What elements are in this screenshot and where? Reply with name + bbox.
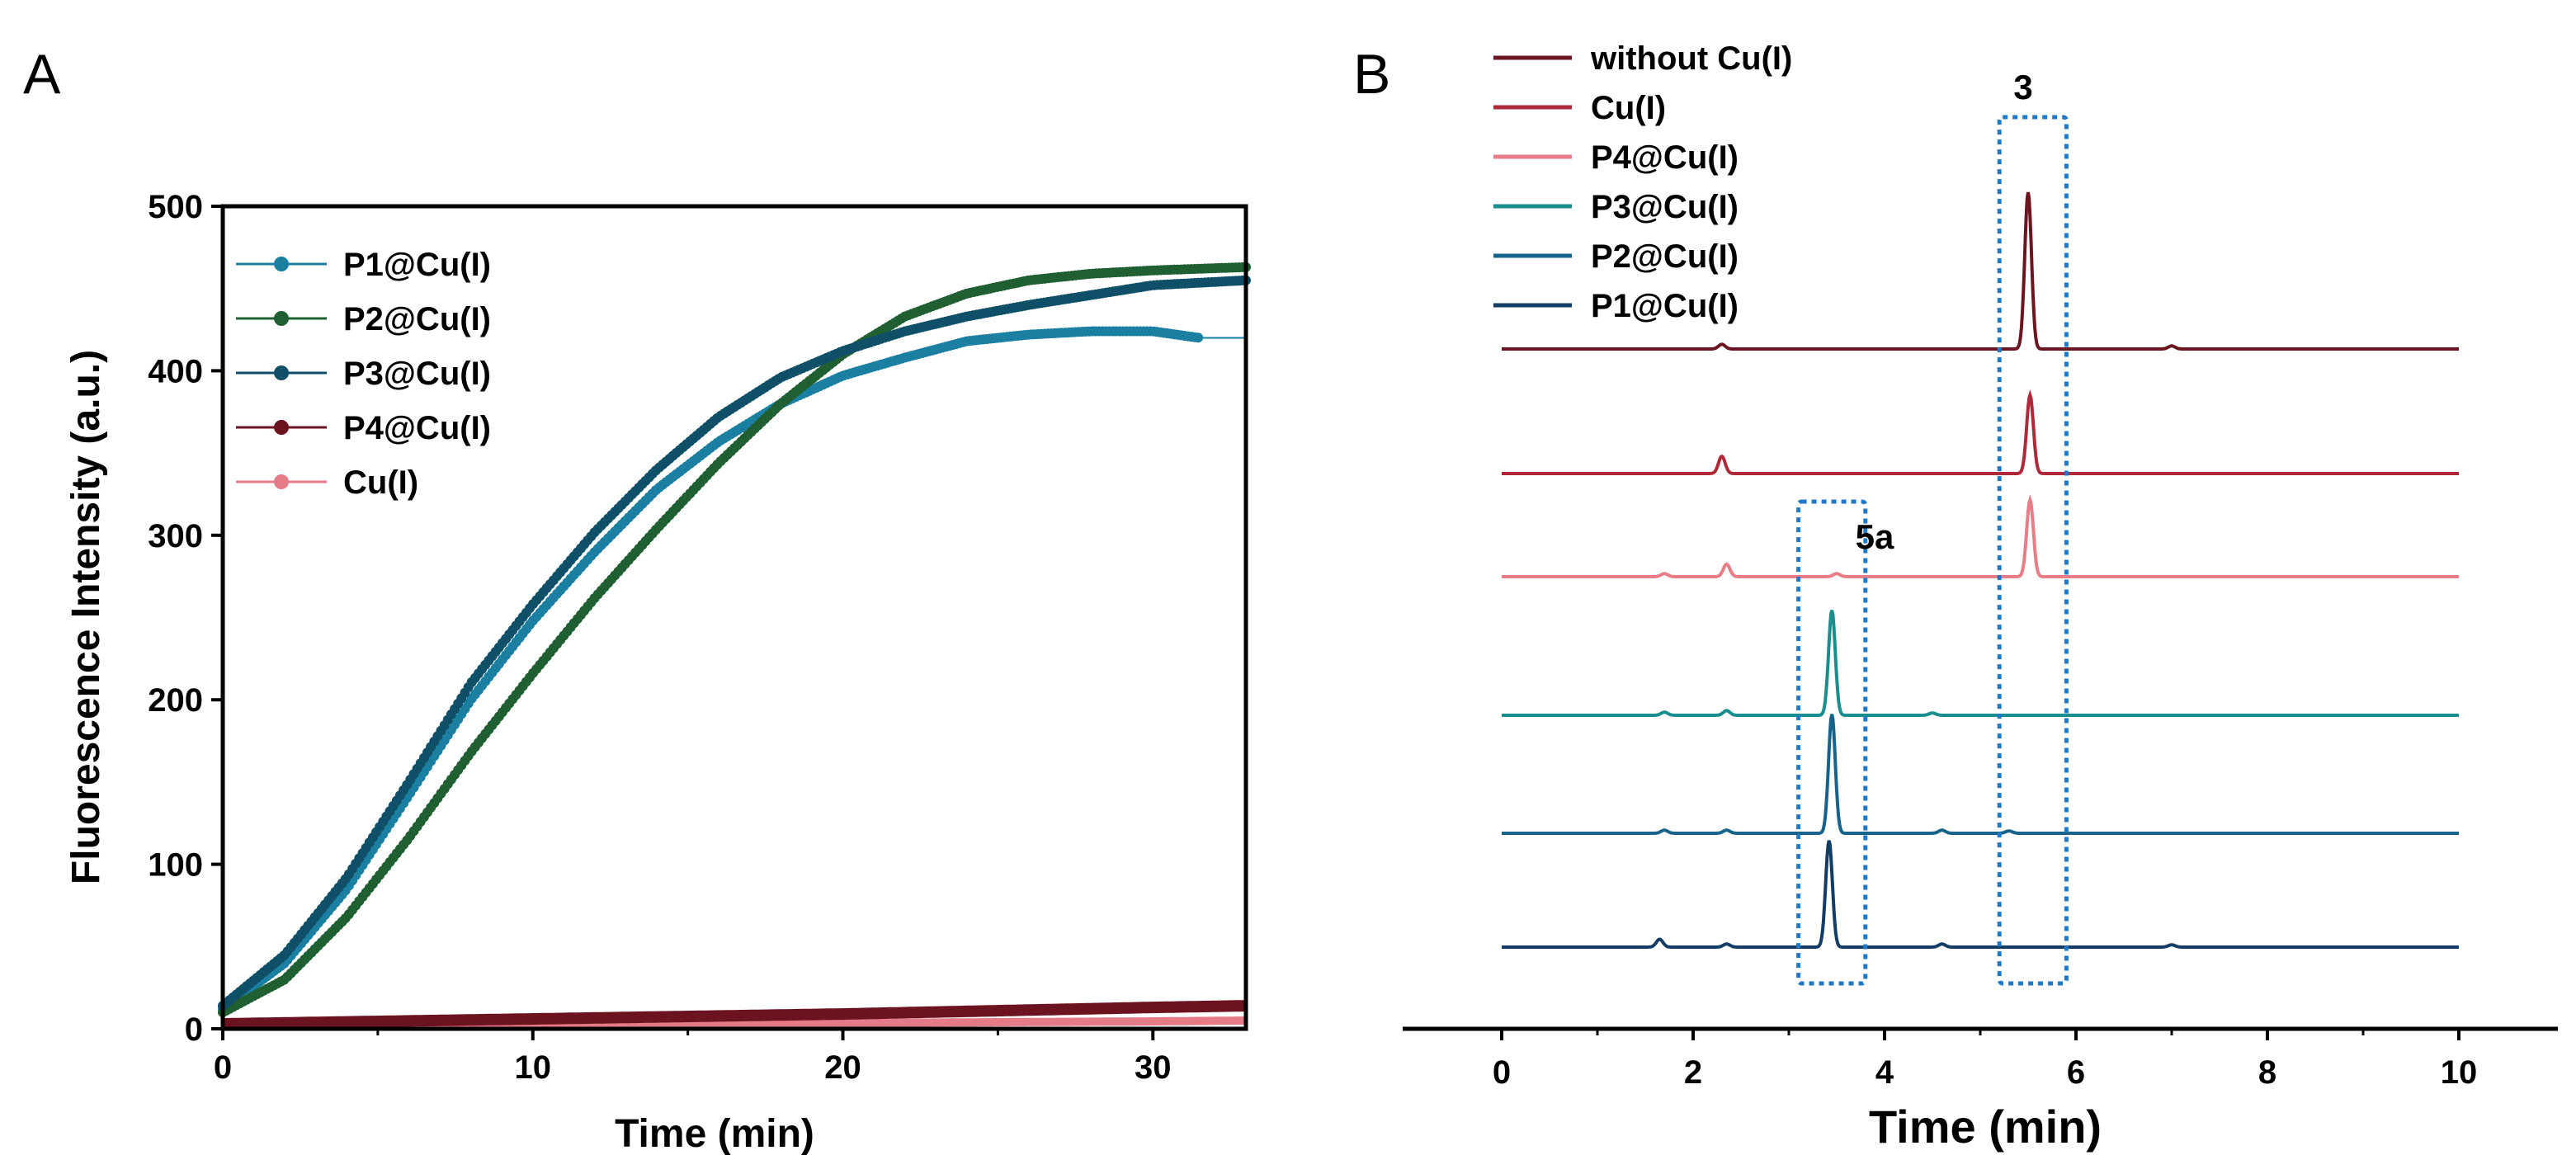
- legend-item-p2-cu-i: P2@Cu(I): [1493, 238, 1739, 275]
- legend-marker: [274, 420, 289, 435]
- panel-a-series-layer: [218, 262, 1251, 1030]
- y-tick-label: 100: [148, 847, 203, 884]
- trace-p4-cu-i: [1502, 494, 2459, 578]
- x-tick-label: 10: [515, 1049, 552, 1086]
- panel-a-frame: [220, 204, 1248, 1031]
- legend-label: P1@Cu(I): [1591, 288, 1739, 324]
- legend-label: Cu(I): [343, 464, 418, 501]
- x-tick-label: 0: [214, 1049, 232, 1086]
- y-tick-label: 300: [148, 518, 203, 554]
- legend-item-p4-cu-i: P4@Cu(I): [236, 410, 491, 446]
- legend-item-cu-i: Cu(I): [236, 464, 418, 501]
- y-tick-label: 200: [148, 682, 203, 719]
- legend-label: P3@Cu(I): [343, 356, 491, 392]
- panel-b-annotation-boxes: 3 5a: [1796, 68, 2069, 986]
- panel-a-y-axis-title: Fluorescence Intensity (a.u.): [64, 350, 108, 884]
- legend-label: P3@Cu(I): [1591, 189, 1739, 225]
- annotation-rect: [1997, 115, 2069, 986]
- annotation-box-5a: 5a: [1796, 499, 1894, 986]
- legend-item-p3-cu-i: P3@Cu(I): [1493, 189, 1739, 225]
- y-tick-label: 400: [148, 353, 203, 389]
- legend-item-p1-cu-i: P1@Cu(I): [1493, 288, 1739, 324]
- y-tick-label: 0: [185, 1011, 203, 1048]
- x-tick-label: 2: [1684, 1054, 1702, 1091]
- legend-label: P4@Cu(I): [1591, 139, 1739, 176]
- legend-marker: [274, 474, 289, 489]
- panel-a-legend: P1@Cu(I) P2@Cu(I) P3@Cu(I) P4@Cu(I) Cu(I): [236, 247, 491, 501]
- panel-b-traces-layer: [1502, 191, 2459, 949]
- panel-a-letter: A: [23, 43, 61, 106]
- trace-p3-cu-i: [1502, 610, 2459, 717]
- legend-item-p3-cu-i: P3@Cu(I): [236, 356, 491, 392]
- x-tick-label: 10: [2441, 1054, 2478, 1091]
- series-p3-cu-i: [218, 275, 1251, 1011]
- legend-marker: [274, 257, 289, 271]
- series-band-p4-cu-i: [223, 1000, 1245, 1030]
- legend-item-p4-cu-i: P4@Cu(I): [1493, 139, 1739, 176]
- annotation-label: 3: [2013, 68, 2032, 106]
- trace-cu-i: [1502, 389, 2459, 475]
- x-tick-label: 30: [1135, 1049, 1172, 1086]
- panel-b-ticks: 0 2 4 6 8 10: [1493, 1029, 2477, 1091]
- panel-a-x-axis-title: Time (min): [615, 1112, 814, 1156]
- trace-p2-cu-i: [1502, 714, 2459, 835]
- annotation-box-3: 3: [1997, 68, 2069, 986]
- legend-label: Cu(I): [1591, 90, 1666, 126]
- legend-label: P1@Cu(I): [343, 247, 491, 283]
- trace-p1-cu-i: [1502, 840, 2459, 949]
- legend-item-without-cu-i: without Cu(I): [1493, 40, 1792, 77]
- data-point: [1193, 332, 1204, 343]
- trace-without-cu-i: [1502, 191, 2459, 351]
- x-tick-label: 8: [2258, 1054, 2276, 1091]
- legend-label: P2@Cu(I): [1591, 238, 1739, 275]
- annotation-rect: [1796, 499, 1868, 986]
- legend-marker: [274, 311, 289, 326]
- annotation-label: 5a: [1856, 517, 1894, 556]
- legend-label: without Cu(I): [1590, 40, 1792, 77]
- series-p4-cu-i: [223, 1000, 1245, 1030]
- x-tick-label: 0: [1493, 1054, 1511, 1091]
- panel-b-chart: 3 5a 0 2 4 6 8 10 without Cu(I) Cu(I) P4@Cu(I) P3…: [1403, 40, 2558, 1153]
- panel-b-letter: B: [1353, 43, 1390, 106]
- y-tick-label: 500: [148, 189, 203, 225]
- legend-item-p2-cu-i: P2@Cu(I): [236, 301, 491, 337]
- legend-label: P4@Cu(I): [343, 410, 491, 446]
- legend-marker: [274, 365, 289, 380]
- x-tick-label: 4: [1875, 1054, 1894, 1091]
- x-tick-label: 6: [2067, 1054, 2085, 1091]
- legend-item-p1-cu-i: P1@Cu(I): [236, 247, 491, 283]
- legend-label: P2@Cu(I): [343, 301, 491, 337]
- panel-b-legend: without Cu(I) Cu(I) P4@Cu(I) P3@Cu(I) P2@Cu(…: [1493, 40, 1792, 324]
- panel-b-x-axis-title: Time (min): [1869, 1101, 2102, 1153]
- legend-item-cu-i: Cu(I): [1493, 90, 1666, 126]
- x-tick-label: 20: [824, 1049, 861, 1086]
